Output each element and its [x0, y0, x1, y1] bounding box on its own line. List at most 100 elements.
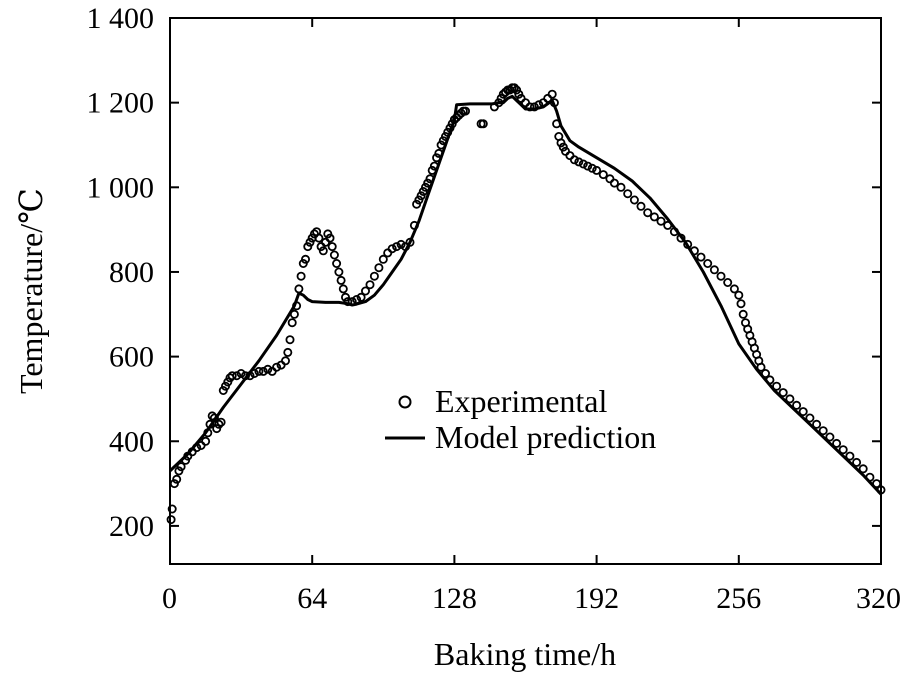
data-point-experimental: [236, 368, 246, 378]
data-point-experimental: [792, 400, 802, 410]
data-point-experimental: [629, 195, 639, 205]
data-point-experimental: [738, 309, 748, 319]
series-line-model-prediction: [168, 94, 883, 496]
data-point-experimental: [287, 318, 297, 328]
data-point-experimental: [616, 182, 626, 192]
data-point-experimental: [283, 347, 293, 357]
data-point-experimental: [729, 284, 739, 294]
data-point-experimental: [314, 233, 324, 243]
data-point-experimental: [656, 216, 666, 226]
data-point-experimental: [327, 242, 337, 252]
data-point-experimental: [334, 267, 344, 277]
data-point-experimental: [378, 254, 388, 264]
data-point-experimental: [218, 385, 228, 395]
data-point-experimental: [858, 464, 868, 474]
data-point-experimental: [325, 233, 335, 243]
data-point-experimental: [294, 284, 304, 294]
data-point-experimental: [263, 364, 273, 374]
y-tick-label: 200: [109, 510, 154, 543]
data-series: [166, 83, 886, 525]
data-point-experimental: [592, 165, 602, 175]
data-point-experimental: [318, 246, 328, 256]
data-point-experimental: [416, 191, 426, 201]
data-point-experimental: [574, 157, 584, 167]
data-point-experimental: [167, 504, 177, 514]
plot-frame: [169, 17, 882, 565]
x-tick-label: 64: [297, 582, 327, 615]
y-tick-label: 400: [109, 425, 154, 458]
data-point-experimental: [272, 362, 282, 372]
data-point-experimental: [578, 159, 588, 169]
data-point-experimental: [201, 436, 211, 446]
data-point-experimental: [825, 432, 835, 442]
data-point-experimental: [547, 89, 557, 99]
data-point-experimental: [785, 394, 795, 404]
data-point-experimental: [852, 457, 862, 467]
y-tick-label: 800: [109, 256, 154, 289]
data-point-experimental: [805, 413, 815, 423]
y-axis-title: Temperature/℃: [13, 188, 49, 394]
data-point-experimental: [623, 189, 633, 199]
data-point-experimental: [365, 280, 375, 290]
data-point-experimental: [605, 174, 615, 184]
data-point-experimental: [320, 237, 330, 247]
data-point-experimental: [696, 252, 706, 262]
data-point-experimental: [280, 356, 290, 366]
x-tick-label: 192: [574, 582, 619, 615]
data-point-experimental: [478, 119, 488, 129]
data-point-experimental: [716, 271, 726, 281]
data-point-experimental: [636, 201, 646, 211]
data-point-experimental: [258, 366, 268, 376]
data-point-experimental: [734, 290, 744, 300]
x-tick-label: 320: [856, 582, 901, 615]
data-point-experimental: [216, 417, 226, 427]
data-point-experimental: [336, 275, 346, 285]
data-point-experimental: [456, 108, 466, 118]
data-point-experimental: [396, 239, 406, 249]
legend: Experimental Model prediction: [385, 383, 656, 455]
data-point-experimental: [798, 407, 808, 417]
data-point-experimental: [329, 250, 339, 260]
data-point-experimental: [818, 426, 828, 436]
data-point-experimental: [709, 265, 719, 275]
data-point-experimental: [300, 254, 310, 264]
data-point-experimental: [703, 258, 713, 268]
data-point-experimental: [598, 170, 608, 180]
data-point-experimental: [778, 388, 788, 398]
data-point-experimental: [166, 515, 176, 525]
y-tick-label: 1 200: [87, 87, 155, 120]
data-point-experimental: [392, 242, 402, 252]
data-point-experimental: [338, 284, 348, 294]
data-point-experimental: [232, 371, 242, 381]
data-point-experimental: [649, 212, 659, 222]
y-tick-label: 600: [109, 341, 154, 374]
data-point-experimental: [736, 299, 746, 309]
x-tick-label: 0: [162, 582, 177, 615]
data-point-experimental: [374, 263, 384, 273]
x-axis-title: Baking time/h: [434, 636, 616, 672]
y-tick-label: 1 000: [87, 171, 155, 204]
legend-marker-experimental: [398, 395, 412, 409]
data-point-experimental: [303, 242, 313, 252]
data-point-experimental: [387, 244, 397, 254]
data-point-experimental: [772, 381, 782, 391]
data-point-experimental: [360, 286, 370, 296]
data-point-experimental: [845, 451, 855, 461]
data-point-experimental: [832, 438, 842, 448]
data-point-experimental: [838, 445, 848, 455]
data-point-experimental: [643, 208, 653, 218]
data-point-experimental: [369, 271, 379, 281]
data-point-experimental: [285, 335, 295, 345]
x-tick-label: 256: [716, 582, 761, 615]
data-point-experimental: [723, 277, 733, 287]
data-point-experimental: [172, 474, 182, 484]
data-point-experimental: [214, 419, 224, 429]
data-point-experimental: [756, 362, 766, 372]
x-tick-label: 128: [432, 582, 477, 615]
data-point-experimental: [565, 151, 575, 161]
axis-tick-labels: 0 64 128 192 256 320 200 400 600 800 1 000 1 200 1 4…: [87, 2, 902, 615]
data-point-experimental: [460, 106, 470, 116]
data-point-experimental: [812, 419, 822, 429]
data-point-experimental: [500, 87, 510, 97]
data-point-experimental: [254, 366, 264, 376]
